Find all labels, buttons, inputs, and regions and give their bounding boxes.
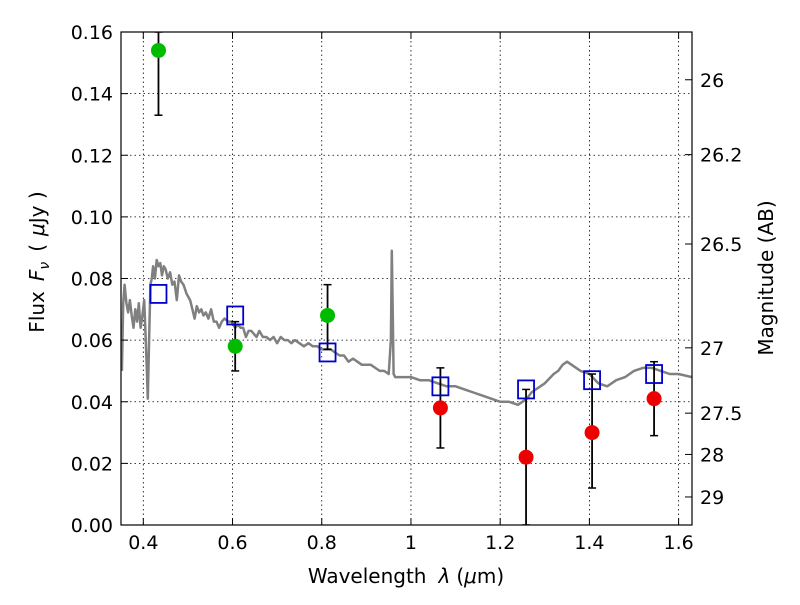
y2-tick-label: 29 xyxy=(700,487,724,509)
axis-ticks: 0.4 0.6 0.8 1 1.2 1.4 1.6 0.00 0.02 0.04 0.06 0.08 0… xyxy=(71,22,743,554)
x-axis-label: Wavelength λ (μm) xyxy=(308,564,504,588)
y-tick-label: 0.06 xyxy=(71,330,113,352)
observed-flux-point xyxy=(432,400,448,416)
y2-tick-label: 27.5 xyxy=(700,403,742,425)
model-flux-square xyxy=(149,284,168,304)
y2-tick-label: 26.5 xyxy=(700,234,742,256)
x-tick-label: 1.6 xyxy=(664,532,694,554)
observed-flux-point xyxy=(646,391,662,407)
x-tick-label: 1 xyxy=(405,532,417,554)
y-tick-label: 0.00 xyxy=(71,515,113,537)
y-tick-label: 0.08 xyxy=(71,269,113,291)
y2-tick-label: 26 xyxy=(700,70,724,92)
grid xyxy=(121,31,692,526)
model-flux-square xyxy=(583,370,601,391)
model-spectrum-line xyxy=(121,249,692,407)
model-flux-square xyxy=(645,364,663,384)
model-flux-square xyxy=(517,379,535,400)
marker-layer xyxy=(149,42,663,465)
x-tick-label: 1.4 xyxy=(574,532,604,554)
y2-tick-label: 26.2 xyxy=(700,145,742,167)
y-tick-label: 0.16 xyxy=(71,22,113,44)
y-tick-label: 0.10 xyxy=(71,207,113,229)
observed-flux-point xyxy=(320,307,336,323)
model-flux-square xyxy=(318,342,337,363)
observed-flux-point xyxy=(518,449,534,465)
x-tick-label: 1.2 xyxy=(485,532,515,554)
y2-tick-label: 28 xyxy=(700,444,724,466)
y-tick-label: 0.14 xyxy=(71,84,113,106)
model-flux-square xyxy=(431,376,450,397)
x-tick-label: 0.6 xyxy=(217,532,247,554)
y2-axis-label: Magnitude (AB) xyxy=(754,200,778,355)
y2-tick-label: 27 xyxy=(700,338,724,360)
y-axis-label: FluxFν(μJy ) xyxy=(25,191,53,332)
observed-flux-point xyxy=(150,42,166,58)
y-tick-label: 0.04 xyxy=(71,392,113,414)
x-tick-label: 0.8 xyxy=(307,532,337,554)
y-tick-label: 0.02 xyxy=(71,453,113,475)
x-tick-label: 0.4 xyxy=(128,532,158,554)
y-tick-label: 0.12 xyxy=(71,145,113,167)
model-flux-square xyxy=(226,305,245,326)
spectrum-layer xyxy=(121,249,692,407)
observed-flux-point xyxy=(227,338,243,354)
observed-flux-point xyxy=(584,425,600,441)
